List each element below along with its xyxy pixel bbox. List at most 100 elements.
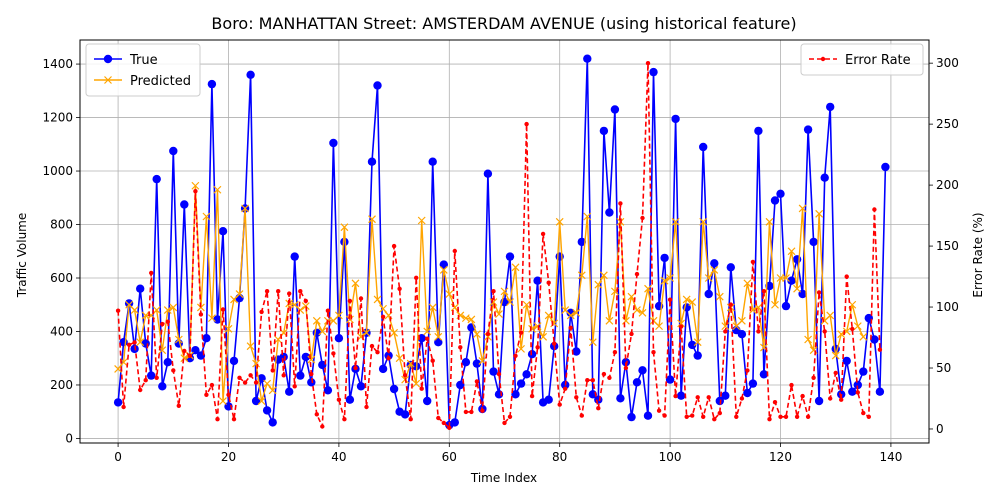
data-point-true — [693, 351, 702, 360]
data-point-error-rate — [463, 409, 469, 415]
data-point-error-rate — [375, 350, 380, 355]
data-point-error-rate — [187, 353, 193, 358]
data-point-predicted — [522, 300, 531, 309]
data-point-predicted — [771, 300, 779, 309]
data-point-error-rate — [816, 290, 822, 295]
series-layer — [113, 54, 890, 430]
data-point-error-rate — [358, 296, 364, 301]
data-point-error-rate — [728, 302, 733, 307]
data-point-error-rate — [176, 403, 181, 408]
data-point-error-rate — [309, 371, 314, 377]
data-point-error-rate — [656, 408, 662, 413]
data-point-predicted — [130, 306, 139, 315]
data-point-error-rate — [220, 307, 226, 312]
data-point-true — [826, 102, 835, 112]
data-point-predicted — [390, 328, 399, 337]
data-point-error-rate — [115, 308, 121, 313]
data-point-predicted — [776, 274, 785, 282]
data-point-error-rate — [750, 259, 756, 265]
data-point-true — [704, 289, 713, 299]
data-point-true — [776, 189, 785, 198]
data-point-error-rate — [502, 420, 507, 426]
y-axis-label: Traffic Volume — [15, 213, 29, 299]
data-point-error-rate — [789, 382, 794, 388]
data-point-true — [665, 375, 675, 384]
data-point-true — [296, 371, 305, 380]
data-point-error-rate — [596, 406, 601, 411]
data-point-true — [229, 356, 239, 366]
data-point-true — [505, 252, 515, 261]
x-tick-label: 120 — [769, 450, 792, 464]
data-point-predicted — [235, 290, 244, 298]
data-point-error-rate — [496, 371, 502, 377]
data-point-predicted — [859, 332, 868, 341]
data-point-true — [572, 347, 581, 356]
data-point-predicted — [136, 338, 145, 347]
data-point-true — [136, 284, 145, 293]
data-point-true — [180, 200, 189, 209]
data-point-predicted — [605, 316, 614, 325]
data-point-true — [544, 395, 553, 404]
data-point-predicted — [688, 298, 697, 306]
data-point-error-rate — [568, 325, 573, 330]
data-point-true — [715, 396, 724, 406]
data-point-true — [875, 387, 885, 396]
data-point-error-rate — [408, 417, 413, 422]
data-point-predicted — [174, 335, 183, 344]
x-tick-label: 20 — [221, 450, 236, 464]
y2-tick-label: 200 — [936, 178, 959, 192]
data-point-true — [643, 411, 653, 420]
data-point-error-rate — [861, 410, 866, 416]
data-point-error-rate — [480, 408, 485, 413]
data-point-predicted — [263, 379, 272, 388]
x-tick-label: 140 — [879, 450, 902, 464]
legend-label-true: True — [129, 53, 158, 68]
y2-tick-label: 50 — [936, 361, 951, 375]
data-point-predicted — [301, 302, 310, 311]
data-point-true — [710, 259, 719, 268]
data-point-error-rate — [662, 413, 667, 418]
data-point-predicted — [141, 311, 150, 320]
data-point-error-rate — [518, 330, 524, 335]
series-true — [113, 54, 890, 430]
data-point-true — [456, 380, 465, 390]
data-point-error-rate — [623, 365, 629, 371]
legend-left: True Predicted — [85, 43, 201, 97]
data-point-error-rate — [529, 393, 535, 399]
data-point-error-rate — [193, 189, 198, 194]
data-point-error-rate — [441, 420, 446, 426]
data-point-error-rate — [485, 331, 491, 337]
data-point-error-rate — [380, 314, 386, 319]
legend-marker-error-rate — [820, 56, 826, 62]
data-point-error-rate — [491, 289, 496, 294]
data-point-true — [340, 237, 349, 247]
data-point-predicted — [693, 338, 702, 347]
data-point-true — [141, 339, 150, 348]
data-point-true — [279, 352, 288, 362]
data-point-error-rate — [640, 215, 645, 221]
data-point-error-rate — [253, 380, 259, 385]
data-point-true — [318, 360, 327, 370]
data-point-true — [688, 340, 697, 350]
y2-tick-label: 300 — [936, 56, 959, 70]
data-point-true — [781, 301, 791, 311]
data-point-error-rate — [165, 319, 170, 324]
data-point-error-rate — [855, 390, 860, 395]
data-point-true — [334, 334, 344, 343]
data-point-error-rate — [314, 412, 319, 417]
data-point-predicted — [417, 216, 426, 225]
data-point-true — [251, 396, 261, 406]
data-point-predicted — [782, 274, 790, 282]
data-point-error-rate — [723, 329, 728, 334]
data-point-predicted — [826, 311, 835, 320]
x-tick-label: 40 — [331, 450, 346, 464]
data-point-true — [721, 391, 730, 400]
data-point-error-rate — [171, 368, 176, 373]
data-point-true — [583, 54, 592, 63]
data-point-true — [792, 255, 802, 264]
data-point-true — [268, 418, 277, 427]
legend-right: Error Rate — [800, 43, 924, 76]
data-point-predicted — [638, 308, 647, 317]
data-point-error-rate — [281, 373, 286, 378]
